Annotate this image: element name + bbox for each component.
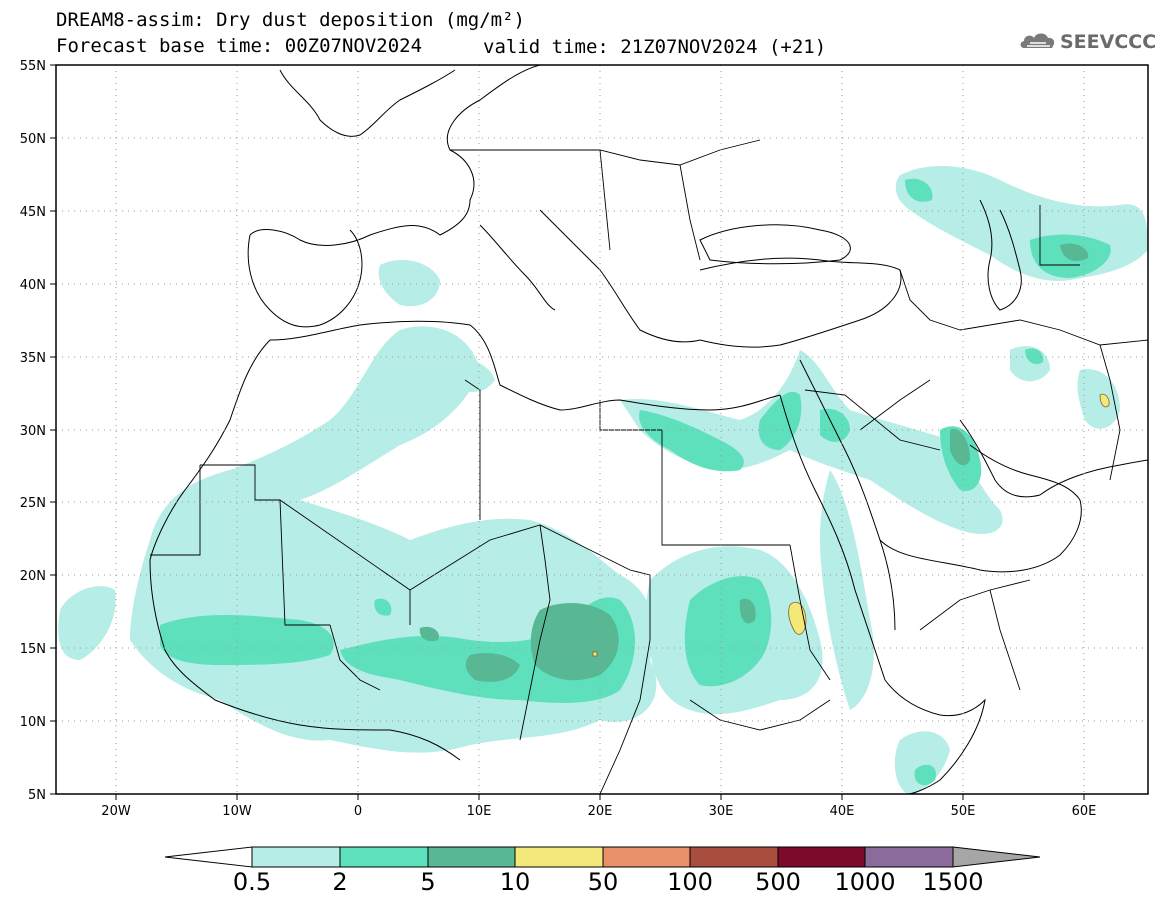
colorbar-label: 0.5 bbox=[232, 868, 272, 896]
colorbar bbox=[164, 846, 1041, 868]
colorbar-swatch bbox=[251, 846, 341, 868]
lon-label: 20E bbox=[588, 804, 613, 819]
lon-label: 60E bbox=[1072, 804, 1097, 819]
lon-label: 0 bbox=[354, 804, 362, 819]
lat-label: 10N bbox=[20, 715, 46, 730]
lat-label: 30N bbox=[20, 424, 46, 439]
lat-label: 20N bbox=[20, 569, 46, 584]
logo-text: SEEVCCC bbox=[1060, 31, 1157, 53]
cloud-icon bbox=[1020, 33, 1055, 48]
colorbar-swatch bbox=[602, 846, 691, 868]
colorbar-under-arrow bbox=[164, 846, 253, 868]
lat-label: 15N bbox=[20, 642, 46, 657]
valid-time: valid time: 21Z07NOV2024 (+21) bbox=[483, 36, 827, 58]
colorbar-over-arrow bbox=[952, 846, 1041, 868]
latitude-labels: 55N 50N 45N 40N 35N 30N 25N 20N 15N 10N … bbox=[20, 59, 46, 803]
dust-field bbox=[56, 65, 1148, 794]
lon-label: 30E bbox=[709, 804, 734, 819]
lat-label: 5N bbox=[28, 788, 46, 803]
country-borders bbox=[150, 139, 1148, 794]
colorbar-swatch bbox=[514, 846, 604, 868]
colorbar-swatch bbox=[777, 846, 866, 868]
colorbar-label: 100 bbox=[667, 868, 713, 896]
longitude-labels: 20W 10W 0 10E 20E 30E 40E 50E 60E bbox=[101, 804, 1096, 819]
lat-label: 45N bbox=[20, 205, 46, 220]
colorbar-swatch bbox=[864, 846, 954, 868]
lat-label: 55N bbox=[20, 59, 46, 74]
lat-label: 50N bbox=[20, 132, 46, 147]
coastlines bbox=[149, 65, 1148, 794]
lat-label: 35N bbox=[20, 351, 46, 366]
colorbar-swatch bbox=[427, 846, 516, 868]
colorbar-label: 1500 bbox=[922, 868, 984, 896]
axis-ticks bbox=[50, 64, 1085, 800]
dust-level-dark bbox=[419, 243, 1089, 682]
colorbar-label: 2 bbox=[332, 868, 348, 896]
lon-label: 20W bbox=[101, 804, 131, 819]
lon-label: 50E bbox=[951, 804, 976, 819]
map-title: DREAM8-assim: Dry dust deposition (mg/m²… bbox=[56, 9, 525, 31]
lon-label: 10W bbox=[222, 804, 252, 819]
colorbar-label: 10 bbox=[499, 868, 531, 896]
colorbar-label: 500 bbox=[755, 868, 801, 896]
grid-lines bbox=[56, 65, 1148, 794]
lon-label: 10E bbox=[467, 804, 492, 819]
colorbar-label: 50 bbox=[587, 868, 619, 896]
lat-label: 25N bbox=[20, 496, 46, 511]
lon-label: 40E bbox=[830, 804, 855, 819]
forecast-base-time: Forecast base time: 00Z07NOV2024 bbox=[56, 35, 423, 57]
colorbar-swatch bbox=[689, 846, 779, 868]
colorbar-label: 5 bbox=[420, 868, 436, 896]
colorbar-swatch bbox=[339, 846, 429, 868]
colorbar-label: 1000 bbox=[834, 868, 896, 896]
lat-label: 40N bbox=[20, 278, 46, 293]
